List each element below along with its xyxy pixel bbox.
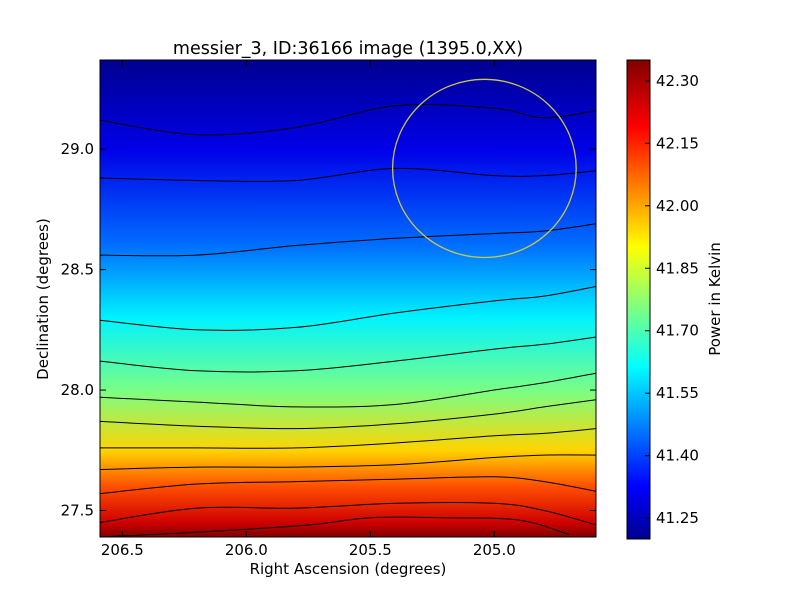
x-tick-label: 206.0	[225, 541, 268, 559]
y-axis: 27.5 28.0 28.5 29.0	[61, 140, 596, 520]
colorbar-tick-label: 42.30	[656, 72, 699, 90]
y-tick-label: 28.0	[61, 381, 94, 399]
contour-line	[100, 454, 596, 470]
contour-line	[100, 104, 596, 136]
x-axis-label: Right Ascension (degrees)	[250, 560, 447, 578]
contour-line	[100, 286, 596, 331]
contour-line	[100, 428, 596, 449]
contour-line	[100, 167, 596, 182]
contour-line	[100, 336, 596, 373]
plot-area	[99, 59, 597, 538]
x-axis: 206.5 206.0 205.5 205.0	[101, 60, 516, 559]
contour-line	[100, 223, 596, 257]
contour-line	[100, 399, 596, 430]
contour-lines	[100, 104, 596, 537]
plot-frame	[99, 59, 597, 538]
colorbar-tick-label: 41.70	[656, 322, 699, 340]
colorbar-label: Power in Kelvin	[706, 242, 724, 356]
y-tick-label: 28.5	[61, 261, 94, 279]
annotation-layer	[391, 78, 577, 259]
contour-line	[100, 502, 596, 526]
chart-title: messier_3, ID:36166 image (1395.0,XX)	[173, 39, 523, 59]
contour-line	[100, 516, 569, 537]
x-tick-label: 205.5	[349, 541, 392, 559]
source-circle-marker	[391, 78, 577, 259]
colorbar: 41.25 41.40 41.55 41.70 41.85 42.00 42.15 42.30	[626, 59, 699, 540]
colorbar-tick-label: 41.25	[656, 509, 699, 527]
colorbar-gradient	[627, 60, 650, 539]
contour-line	[100, 476, 596, 495]
colorbar-tick-label: 41.55	[656, 384, 699, 402]
colorbar-ticks: 41.25 41.40 41.55 41.70 41.85 42.00 42.15 42.30	[645, 72, 699, 527]
colorbar-tick-label: 42.00	[656, 197, 699, 215]
y-axis-label: Declination (degrees)	[34, 218, 52, 380]
x-tick-label: 205.0	[473, 541, 516, 559]
colorbar-tick-label: 41.40	[656, 447, 699, 465]
y-tick-label: 29.0	[61, 140, 94, 158]
heatmap-image	[100, 60, 596, 537]
colorbar-frame	[626, 59, 651, 540]
colorbar-tick-label: 41.85	[656, 259, 699, 277]
contour-line	[100, 372, 596, 408]
y-tick-label: 27.5	[61, 502, 94, 520]
colorbar-tick-label: 42.15	[656, 134, 699, 152]
x-tick-label: 206.5	[101, 541, 144, 559]
